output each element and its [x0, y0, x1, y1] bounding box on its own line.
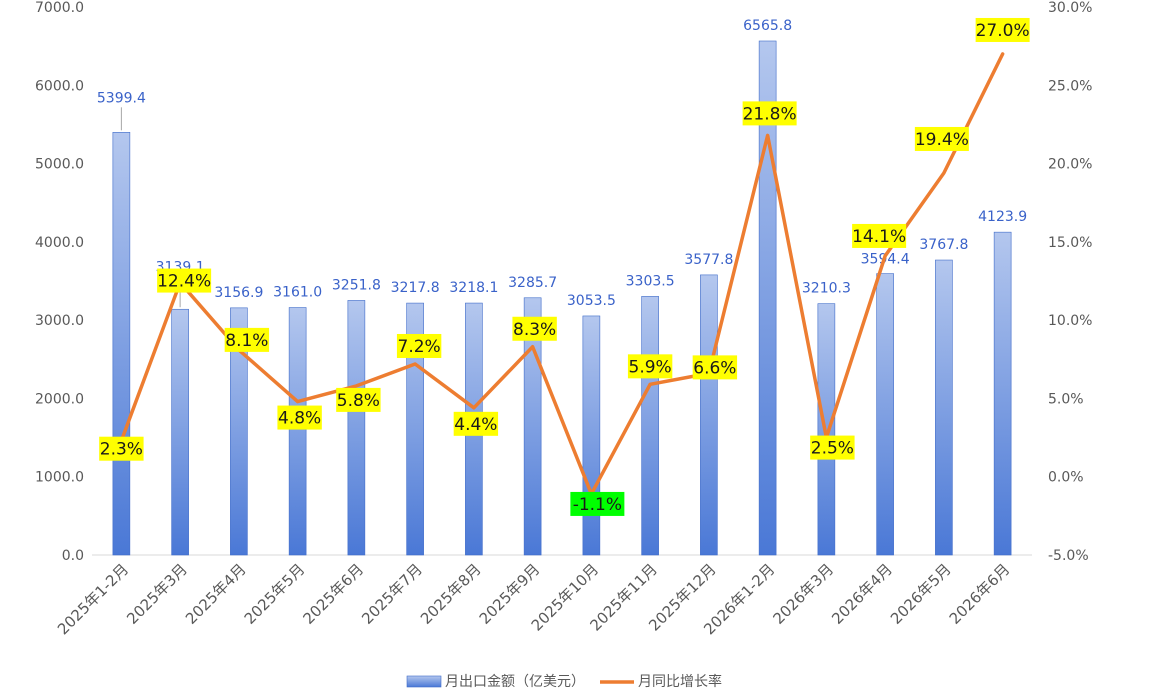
y-right-tick-label: 30.0%: [1048, 0, 1092, 16]
line-value-label: 14.1%: [852, 227, 906, 247]
line-value-label: 21.8%: [743, 104, 797, 124]
y-right-tick-label: 5.0%: [1048, 391, 1084, 407]
x-tick-label: 2025年8月: [417, 560, 485, 628]
line-label-background: [975, 17, 1030, 42]
line-value-label: 27.0%: [976, 21, 1030, 41]
y-left-tick-label: 7000.0: [35, 0, 84, 16]
bar: [347, 300, 366, 556]
legend-bar-label: 月出口金额（亿美元）: [445, 674, 585, 690]
line-label-background: [810, 435, 855, 460]
bar: [582, 315, 601, 556]
y-right-tick-label: -5.0%: [1048, 548, 1089, 564]
line-label-background: [157, 268, 212, 293]
bar-value-label: 5399.4: [97, 90, 146, 106]
line-label-background: [453, 411, 499, 436]
y-right-tick-label: 15.0%: [1048, 235, 1092, 251]
bar: [230, 307, 248, 556]
growth-rate-line: [119, 52, 1005, 496]
bar-value-label: 3156.9: [214, 285, 263, 301]
line-label-background: [914, 126, 969, 151]
bar-value-label: 3217.8: [391, 280, 440, 296]
line-label-background: [692, 355, 738, 380]
y-left-tick-label: 1000.0: [35, 470, 84, 486]
bar: [758, 40, 777, 556]
y-left-tick-label: 5000.0: [35, 157, 84, 173]
bar-value-label: 3218.1: [449, 280, 498, 296]
bar-value-label: 3303.5: [626, 273, 675, 289]
line-value-label: 5.8%: [337, 391, 380, 411]
line-value-label: 4.4%: [454, 415, 497, 435]
bar-value-label: 4123.9: [978, 209, 1027, 225]
bar: [700, 274, 718, 556]
line-label-background: [852, 223, 907, 248]
legend-line-label: 月同比增长率: [638, 673, 722, 690]
x-tick-label: 2025年6月: [300, 560, 368, 628]
y-left-tick-label: 0.0: [62, 548, 84, 564]
bar-value-label: 3577.8: [684, 252, 733, 268]
line-value-label: 4.8%: [278, 409, 321, 429]
line-label-background: [224, 327, 270, 352]
line-label-background: [742, 101, 797, 126]
bar: [641, 296, 659, 556]
line-labels-group: 2.3% 12.4% 8.1% 4.8% 5.8% 7.2% 4.4% 8.3% -1.1% 5.…: [99, 17, 1030, 516]
line-value-label: 7.2%: [398, 337, 441, 357]
bar-value-label: 3161.0: [273, 285, 322, 301]
line-label-background: [570, 491, 625, 516]
line-group: [119, 52, 1005, 496]
line-value-label: 2.3%: [100, 440, 143, 460]
y-left-tick-label: 2000.0: [35, 391, 84, 407]
line-value-label: 12.4%: [157, 272, 211, 292]
x-tick-label: 2025年4月: [182, 560, 250, 628]
x-tick-label: 2026年3月: [770, 560, 838, 628]
line-value-label: -1.1%: [573, 495, 622, 515]
y-right-tick-label: 10.0%: [1048, 313, 1092, 329]
line-value-label: 19.4%: [915, 130, 969, 150]
line-value-label: 8.1%: [225, 331, 268, 351]
x-tick-label: 2025年3月: [123, 560, 191, 628]
y-left-tick-label: 6000.0: [35, 78, 84, 94]
legend-bar-swatch: [406, 675, 442, 688]
x-tick-label: 2025年5月: [241, 560, 309, 628]
line-value-label: 6.6%: [693, 358, 736, 378]
y-left-tick-label: 3000.0: [35, 313, 84, 329]
x-tick-label: 2025年1-2月: [54, 560, 132, 638]
bar: [112, 132, 131, 556]
bar: [171, 308, 189, 556]
bar: [288, 307, 307, 556]
legend: 月出口金额（亿美元） 月同比增长率: [406, 673, 722, 690]
x-tick-label: 2026年5月: [887, 560, 955, 628]
bar: [935, 259, 953, 556]
y-right-tick-label: 20.0%: [1048, 157, 1092, 173]
bar: [876, 273, 894, 556]
axes-group: 0.0 1000.0 2000.0 3000.0 4000.0 5000.0 6000.0 7…: [35, 0, 1092, 564]
y-right-tick-label: 25.0%: [1048, 78, 1092, 94]
y-left-tick-label: 4000.0: [35, 235, 84, 251]
bar-value-label: 3251.8: [332, 277, 381, 293]
bar-value-label: 3210.3: [802, 281, 851, 297]
line-label-background: [336, 387, 381, 412]
line-value-label: 2.5%: [811, 439, 854, 459]
y-right-tick-label: 0.0%: [1048, 470, 1084, 486]
x-tick-label: 2026年6月: [946, 560, 1014, 628]
line-label-background: [627, 354, 673, 379]
line-label-background: [277, 405, 322, 430]
bar: [993, 231, 1012, 556]
bar-value-label: 3767.8: [919, 237, 968, 253]
line-value-label: 5.9%: [629, 357, 672, 377]
bar-value-label: 3285.7: [508, 275, 557, 291]
bar-value-label: 6565.8: [743, 18, 792, 34]
line-label-background: [512, 316, 557, 341]
x-tick-label: 2026年4月: [828, 560, 896, 628]
line-label-background: [396, 333, 442, 358]
x-tick-label: 2025年7月: [358, 560, 426, 628]
bar-value-label: 3053.5: [567, 293, 616, 309]
line-value-label: 8.3%: [513, 320, 556, 340]
line-label-background: [99, 436, 144, 461]
x-tick-labels-group: 2025年1-2月2025年3月2025年4月2025年5月2025年6月202…: [54, 560, 1014, 638]
